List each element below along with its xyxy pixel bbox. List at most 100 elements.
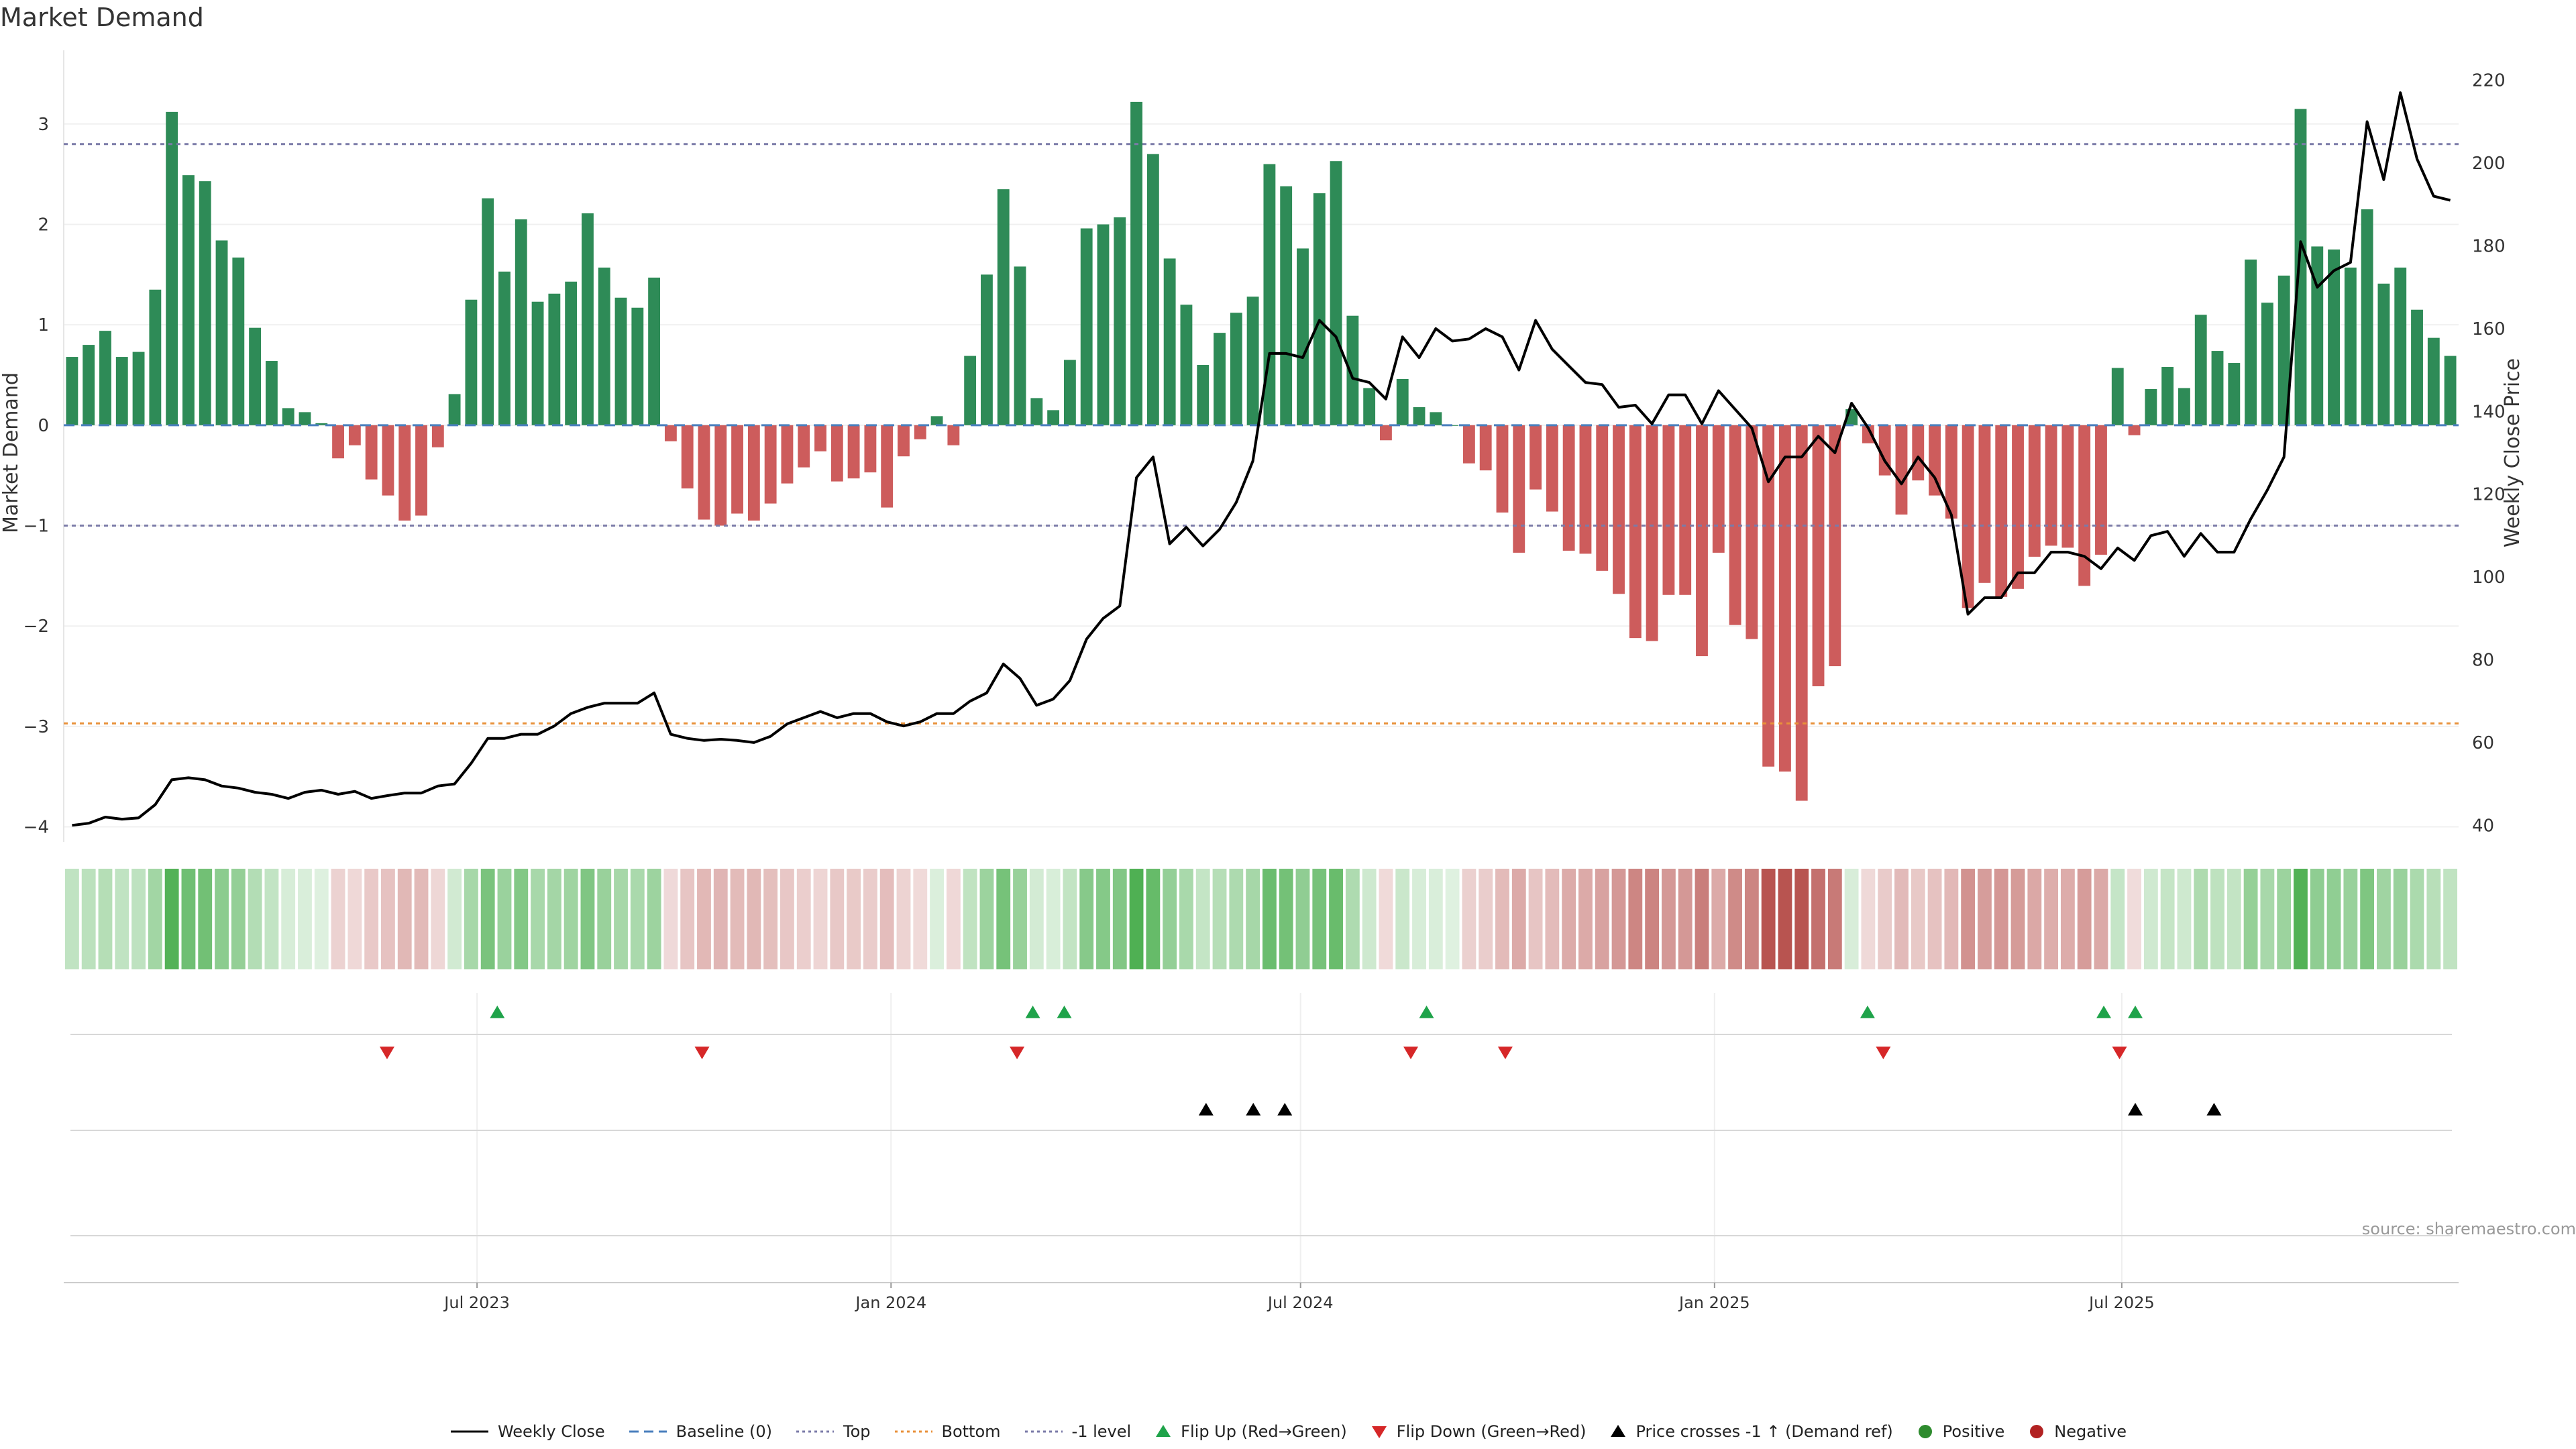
intensity-cell [1761,869,1776,969]
flip-up-marker [1419,1006,1434,1018]
demand-bar-positive [1363,388,1376,425]
legend-label: Positive [1942,1422,2005,1441]
intensity-cell [1528,869,1543,969]
intensity-cell [331,869,345,969]
intensity-cell [2310,869,2324,969]
legend-label: Negative [2054,1422,2127,1441]
price-cross-marker [2206,1103,2222,1116]
demand-bar-positive [199,181,211,425]
intensity-cell [2210,869,2224,969]
demand-bar-positive [249,327,262,425]
demand-bar-positive [1313,193,1326,425]
intensity-cell [1262,869,1277,969]
intensity-cell [1861,869,1876,969]
intensity-cell [2010,869,2025,969]
demand-bar-negative [1929,425,1941,496]
demand-bar-positive [132,352,145,425]
flip-down-marker [1010,1046,1025,1059]
legend-label: Flip Up (Red→Green) [1181,1422,1347,1441]
legend-item-neg_dot: Negative [2027,1422,2127,1441]
intensity-cell [979,869,994,969]
intensity-cell [1146,869,1161,969]
intensity-cell [1079,869,1094,969]
intensity-cell [1329,869,1343,969]
demand-bar-negative [747,425,760,521]
intensity-cell [1927,869,1942,969]
demand-bar-positive [232,257,245,425]
y2-tick-label: 120 [2472,485,2506,505]
demand-bar-positive [482,198,494,425]
demand-bar-positive [1030,398,1043,425]
demand-bar-negative [1613,425,1625,594]
intensity-cell [630,869,645,969]
intensity-cell [1163,869,1177,969]
intensity-cell [2360,869,2375,969]
demand-bar-negative [1646,425,1658,641]
intensity-cell [1479,869,1493,969]
intensity-cell [1894,869,1909,969]
intensity-cell [1595,869,1609,969]
x-tick-label: Jul 2024 [1267,1293,1334,1312]
intensity-cell [1195,869,1210,969]
intensity-cell [996,869,1011,969]
demand-bar-positive [565,281,578,425]
demand-bar-positive [631,307,644,425]
y-axis-label: Market Demand [0,372,23,533]
demand-bar-positive [515,219,527,425]
intensity-cell [431,869,445,969]
demand-bar-positive [1230,313,1242,425]
intensity-cell [913,869,928,969]
flip-up-marker [490,1006,505,1018]
demand-bar-negative [830,425,843,482]
demand-bar-negative [1579,425,1592,554]
demand-bar-negative [1829,425,1841,667]
demand-bar-positive [1346,315,1359,425]
demand-bar-positive [498,271,511,425]
intensity-cell [1744,869,1759,969]
y-tick-label: −2 [23,616,49,637]
demand-bar-positive [66,357,78,425]
demand-bar-positive [614,297,627,425]
intensity-cell [713,869,728,969]
intensity-cell [181,869,196,969]
intensity-cell [531,869,545,969]
flip-up-marker [2096,1006,2112,1018]
demand-bar-positive [1330,161,1342,425]
demand-bar-positive [2394,267,2407,425]
demand-bar-positive [1180,305,1193,425]
legend-item-flip_up: Flip Up (Red→Green) [1154,1422,1347,1441]
demand-bar-positive [166,111,178,425]
intensity-cell [397,869,412,969]
demand-bar-positive [1246,297,1259,425]
intensity-cell [1562,869,1576,969]
demand-bar-negative [398,425,411,521]
intensity-cell [2377,869,2391,969]
intensity-cell [1345,869,1360,969]
y2-tick-label: 140 [2472,402,2506,422]
demand-bar-negative [2028,425,2041,557]
demand-bar-negative [1462,425,1475,464]
demand-bar-positive [182,175,195,425]
intensity-cell [480,869,495,969]
intensity-cell [2094,869,2108,969]
demand-bar-negative [1529,425,1542,490]
legend-item-minus_one: -1 level [1024,1422,1131,1441]
demand-bar-positive [531,301,544,425]
intensity-cell [1495,869,1509,969]
demand-bar-negative [2012,425,2024,589]
demand-bar-negative [947,425,960,445]
intensity-cell [381,869,395,969]
flip-down-marker [1497,1046,1513,1059]
demand-bar-negative [1912,425,1925,481]
demand-bar-positive [997,189,1010,425]
demand-bar-positive [648,277,661,425]
y-tick-label: −1 [23,517,49,537]
demand-bar-positive [1130,101,1142,425]
intensity-cell [514,869,529,969]
y2-tick-label: 40 [2472,816,2494,836]
intensity-cell [1279,869,1293,969]
legend-swatch-pos_dot [1918,1425,1932,1438]
demand-bar-positive [2427,337,2440,425]
demand-bar-negative [1746,425,1758,639]
intensity-cell [1911,869,1925,969]
